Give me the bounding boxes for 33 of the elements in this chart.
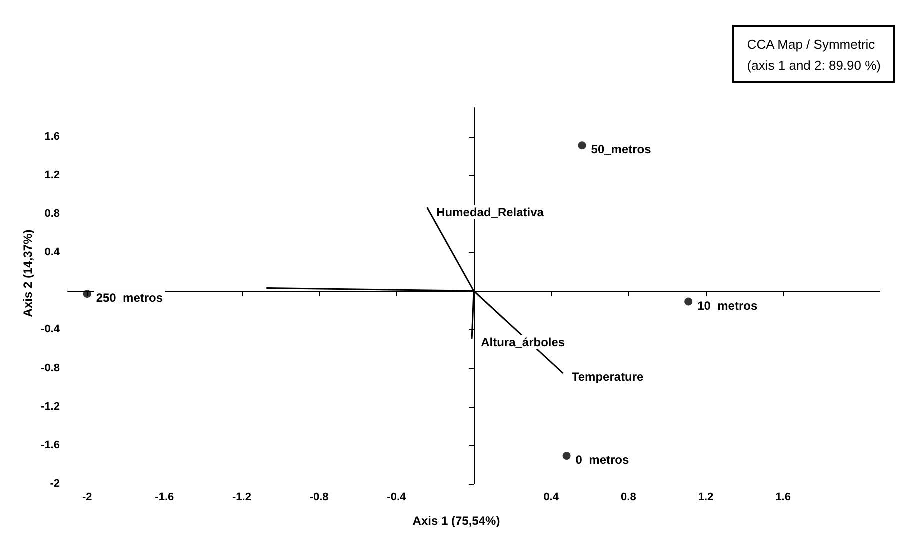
annotation: Humedad_Relativa [436, 205, 544, 220]
annotation: 50_metros [591, 142, 652, 157]
annotation: Temperature [572, 370, 644, 384]
y-tick-label: -0.8 [41, 362, 60, 374]
x-tick-label: 0.4 [544, 492, 560, 504]
y-tick-label: -2 [50, 478, 60, 490]
x-tick-label: -1.2 [232, 492, 252, 504]
x-tick-label: 0.8 [621, 492, 636, 504]
x-tick-label: -2 [82, 492, 92, 504]
chart-title: CCA Map / Symmetric [747, 37, 876, 52]
annotation: 0_metros [576, 453, 630, 468]
x-tick-label: -1.6 [155, 492, 174, 504]
annotation: 250_metros [96, 291, 164, 306]
x-tick-label: 1.6 [776, 492, 791, 504]
y-tick-label: 1.6 [44, 130, 60, 143]
x-axis-title: Axis 1 (75,54%) [412, 514, 500, 528]
y-tick-label: -1.6 [41, 439, 60, 452]
point [684, 298, 693, 306]
x-tick-label: 1.2 [698, 492, 714, 504]
chart-subtitle: (axis 1 and 2: 89.90 %) [747, 58, 882, 73]
y-tick-label: 0.8 [44, 208, 60, 220]
y-tick-label: -0.4 [41, 324, 61, 336]
annotation: Altura_árboles [481, 335, 566, 350]
annotation: 10_metros [698, 298, 758, 313]
y-tick-label: 0.4 [44, 246, 61, 259]
point [83, 290, 92, 298]
y-axis-title: Axis 2 (14,37%) [21, 230, 35, 318]
x-tick-label: -0.8 [310, 492, 329, 504]
y-tick-label: -1.2 [41, 400, 60, 413]
x-tick-label: -0.4 [387, 492, 408, 504]
point [562, 452, 571, 460]
point [578, 142, 586, 150]
y-tick-label: 1.2 [44, 169, 60, 182]
